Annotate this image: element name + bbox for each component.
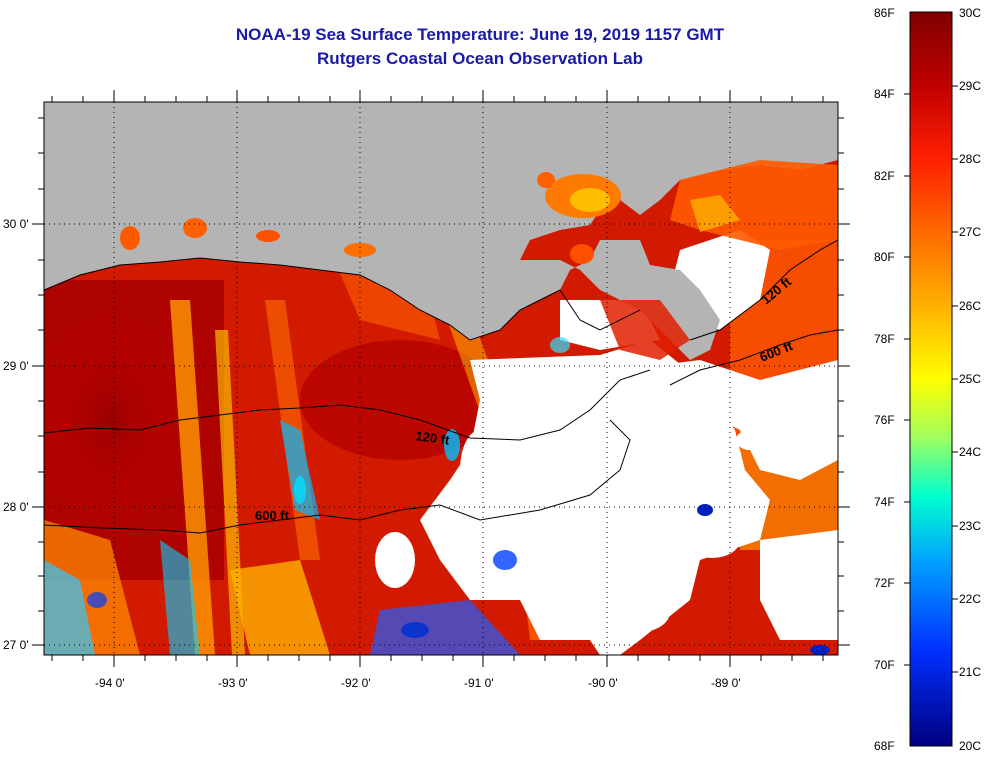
colorbar-label-24c: 24C [959, 445, 982, 459]
colorbar-label-84f: 84F [874, 87, 895, 101]
map-title: NOAA-19 Sea Surface Temperature: June 19… [235, 25, 725, 44]
lat-label-29: 29 0' [3, 359, 29, 373]
colorbar-label-29c: 29C [959, 79, 982, 93]
lon-label-93: -93 0' [218, 676, 248, 690]
colorbar-label-26c: 26C [959, 299, 982, 313]
contour-label-600ft-west: 600 ft [255, 508, 290, 523]
land-mass [44, 102, 838, 360]
lon-label-89: -89 0' [711, 676, 741, 690]
contour-120ft-east [689, 239, 838, 341]
colorbar-label-76f: 76F [874, 413, 895, 427]
colorbar-label-30c: 30C [959, 6, 982, 20]
colorbar-label-27c: 27C [959, 225, 982, 239]
colorbar-label-80f: 80F [874, 250, 895, 264]
lat-label-27: 27 0' [3, 638, 29, 652]
colorbar-label-74f: 74F [874, 495, 895, 509]
coastline [44, 257, 641, 341]
lon-label-92: -92 0' [341, 676, 371, 690]
colorbar-ticks [904, 85, 958, 673]
colorbar-label-68f: 68F [874, 739, 895, 753]
lon-label-91: -91 0' [464, 676, 494, 690]
colorbar-label-78f: 78F [874, 332, 895, 346]
colorbar-label-86f: 86F [874, 6, 895, 20]
colorbar-label-22c: 22C [959, 592, 982, 606]
lat-label-30: 30 0' [3, 217, 29, 231]
graticule [44, 102, 838, 655]
contour-600ft-west [44, 419, 631, 534]
colorbar-label-25c: 25C [959, 372, 982, 386]
colorbar [909, 11, 953, 747]
map-area: 120 ft 600 ft 120 ft 600 ft [44, 102, 838, 655]
lon-label-90: -90 0' [588, 676, 618, 690]
colorbar-label-23c: 23C [959, 519, 982, 533]
colorbar-label-20c: 20C [959, 739, 982, 753]
lon-label-94: -94 0' [95, 676, 125, 690]
contour-label-120ft-west: 120 ft [415, 428, 451, 448]
cool-pixel-clusters [87, 337, 830, 655]
lat-label-28: 28 0' [3, 500, 29, 514]
contour-600ft-east [669, 329, 838, 386]
colorbar-label-28c: 28C [959, 152, 982, 166]
map-subtitle: Rutgers Coastal Ocean Observation Lab [317, 49, 643, 68]
colorbar-label-70f: 70F [874, 658, 895, 672]
axis-ticks [32, 90, 850, 667]
colorbar-label-82f: 82F [874, 169, 895, 183]
colorbar-label-21c: 21C [959, 665, 982, 679]
cloud-cover [375, 230, 838, 655]
map-frame [43, 101, 839, 656]
colorbar-label-72f: 72F [874, 576, 895, 590]
